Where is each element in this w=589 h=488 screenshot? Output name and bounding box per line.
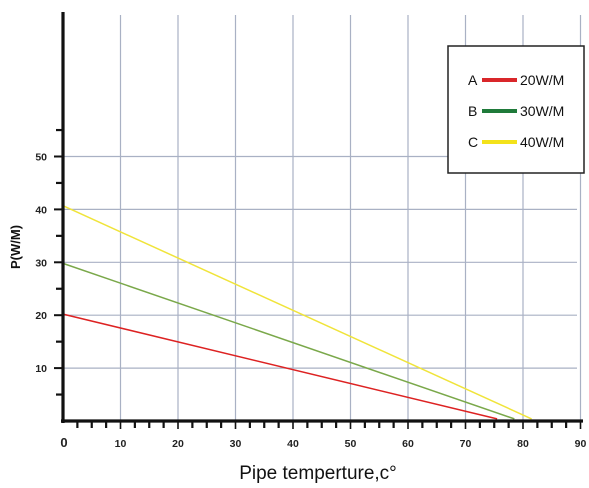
legend-letter-a: A [468, 72, 478, 88]
x-tick-label: 10 [115, 438, 127, 450]
y-tick-labels: 10 20 30 40 50 [35, 152, 47, 376]
y-tick-label: 40 [35, 204, 47, 216]
series-line-c [62, 205, 532, 420]
y-tick-label: 10 [35, 363, 47, 375]
x-tick-label: 90 [575, 438, 587, 450]
series-lines [62, 205, 532, 420]
x-tick-label: 60 [402, 438, 414, 450]
x-tick-labels: 0 10 20 30 40 50 60 70 80 90 [60, 435, 586, 450]
x-tick-label: 0 [60, 435, 67, 450]
y-axis-label: P(W/M) [8, 225, 23, 269]
legend-letter-c: C [468, 134, 478, 150]
series-line-b [62, 262, 515, 420]
y-tick-label: 30 [35, 257, 47, 269]
axes [54, 12, 583, 429]
x-axis-label: Pipe temperture,c° [239, 463, 397, 484]
legend-label-b: 30W/M [520, 103, 564, 119]
legend-label-c: 40W/M [520, 134, 564, 150]
x-tick-label: 40 [287, 438, 299, 450]
y-tick-label: 50 [35, 152, 47, 164]
series-line-a [62, 313, 498, 420]
x-tick-label: 50 [345, 438, 357, 450]
legend-letter-b: B [468, 103, 477, 119]
x-tick-label: 20 [172, 438, 184, 450]
legend-label-a: 20W/M [520, 72, 564, 88]
x-tick-label: 70 [460, 438, 472, 450]
legend: A 20W/M B 30W/M C 40W/M [447, 45, 585, 174]
x-tick-label: 30 [230, 438, 242, 450]
y-tick-label: 20 [35, 310, 47, 322]
x-tick-label: 80 [517, 438, 529, 450]
